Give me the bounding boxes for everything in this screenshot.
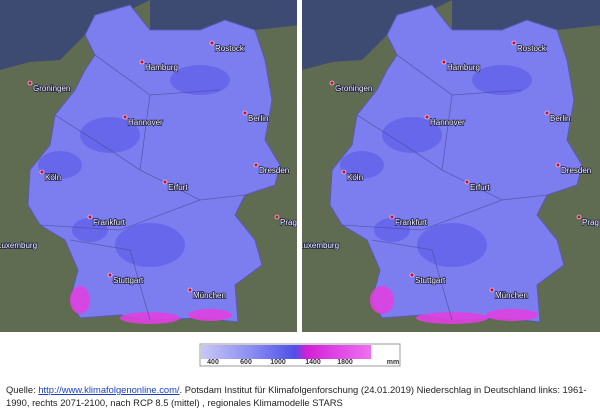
city-label: Frankfurt [395, 218, 428, 227]
maps: Rostock Hamburg Groningen Hannover Berlin Köl… [0, 0, 600, 367]
legend-tick: 1400 [305, 359, 321, 366]
city-label: Groningen [33, 84, 70, 93]
sea [0, 0, 150, 70]
legend-tick: 1000 [270, 359, 286, 366]
state-borders [39, 54, 246, 321]
city-dot [555, 162, 561, 168]
city-label: Stuttgart [415, 276, 446, 285]
city-label: Dresden [561, 166, 591, 175]
city-dot [87, 214, 93, 220]
city-dot [489, 287, 495, 293]
wet-area [340, 151, 384, 179]
legend: 400 600 1000 1400 1800 mm [199, 343, 401, 367]
city-dot [341, 169, 347, 175]
city-label: München [193, 291, 226, 300]
city-dot [27, 80, 33, 86]
city-dot [139, 59, 145, 65]
sea-baltic [150, 0, 297, 30]
alpine-peak [70, 286, 90, 314]
caption: Quelle: http://www.klimafolgenonline.com… [6, 383, 596, 409]
sea [302, 0, 452, 70]
legend-unit: mm [387, 359, 399, 366]
city-label: Frankfurt [93, 218, 126, 227]
city-label: Rostock [517, 44, 547, 53]
map-panel-left: Rostock Hamburg Groningen Hannover Berlin Köl… [0, 0, 297, 332]
city-dot [441, 59, 447, 65]
caption-text: . Potsdam Institut für Klimafolgenforsch… [6, 384, 587, 408]
city-label: Luxemburg [299, 241, 339, 250]
city-dot [329, 80, 335, 86]
city-label: Rostock [215, 44, 245, 53]
wet-area [80, 117, 140, 153]
legend-tick: 400 [207, 359, 219, 366]
city-dot [122, 114, 128, 120]
state-borders [341, 54, 548, 321]
city-label: Luxemburg [0, 241, 37, 250]
city-dot [253, 162, 259, 168]
city-dot [464, 179, 470, 185]
city-label: Köln [45, 173, 61, 182]
city-dot [274, 214, 280, 220]
city-label: Berlin [550, 114, 570, 123]
city-label: Hamburg [145, 63, 178, 72]
color-bar [201, 345, 371, 359]
city-label: Hannover [430, 118, 465, 127]
city-dot [107, 272, 113, 278]
city-label: München [495, 291, 528, 300]
alpine-peak [188, 309, 232, 321]
city-dot [242, 110, 248, 116]
city-dot [209, 40, 215, 46]
city-label: Erfurt [168, 183, 188, 192]
alpine-peak [485, 309, 539, 321]
wet-area [382, 117, 442, 153]
legend-tick: 600 [240, 359, 252, 366]
map-panel-right: Rostock Hamburg Groningen Hannover Berlin Köl… [299, 0, 600, 332]
city-label: Berlin [248, 114, 268, 123]
city-label: Erfurt [470, 183, 490, 192]
alpine-peak [370, 286, 394, 314]
city-label: Hamburg [447, 63, 480, 72]
caption-prefix: Quelle: [6, 384, 39, 395]
sea-baltic [452, 0, 600, 30]
city-label: Groningen [335, 84, 372, 93]
city-label: Prag [582, 218, 599, 227]
wet-area [417, 223, 487, 267]
city-dot [576, 214, 582, 220]
city-label: Prag [280, 218, 297, 227]
city-label: Dresden [259, 166, 289, 175]
city-dot [511, 40, 517, 46]
wet-area [170, 65, 230, 95]
city-dot [544, 110, 550, 116]
city-label: Stuttgart [113, 276, 144, 285]
alpine-peak [120, 312, 180, 324]
alpine-peak [416, 312, 488, 324]
city-label: Hannover [128, 118, 163, 127]
wet-area [374, 218, 410, 242]
city-dot [187, 287, 193, 293]
wet-area [472, 65, 532, 95]
city-dot [409, 272, 415, 278]
city-label: Köln [347, 173, 363, 182]
wet-area [72, 218, 108, 242]
legend-tick: 1800 [337, 359, 353, 366]
city-dot [424, 114, 430, 120]
city-dot [39, 169, 45, 175]
wet-area [38, 151, 82, 179]
source-link[interactable]: http://www.klimafolgenonline.com/ [38, 384, 180, 395]
city-dot [389, 214, 395, 220]
city-dot [162, 179, 168, 185]
wet-area [115, 223, 185, 267]
